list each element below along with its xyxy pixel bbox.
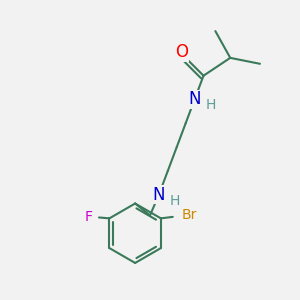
Text: Br: Br [182,208,197,222]
Text: N: N [188,91,201,109]
Text: H: H [170,194,181,208]
Text: H: H [206,98,216,112]
Text: N: N [153,186,165,204]
Text: F: F [84,210,92,224]
Text: O: O [175,43,188,61]
